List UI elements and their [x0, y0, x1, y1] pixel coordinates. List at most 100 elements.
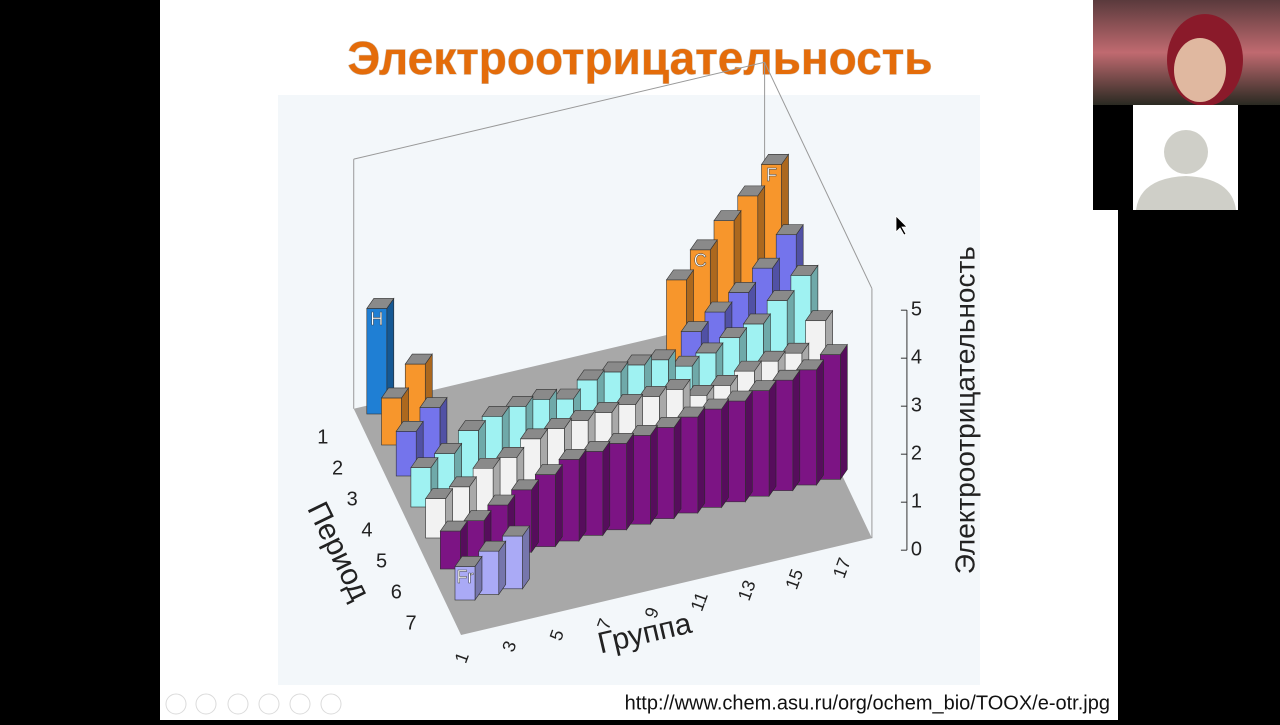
bar-top	[605, 433, 635, 444]
bar-top	[463, 510, 492, 521]
bar	[629, 424, 658, 526]
bar-shade	[602, 441, 610, 536]
bar-top	[576, 369, 605, 381]
bar-top	[457, 420, 486, 431]
bar-top	[737, 185, 766, 197]
bar-top	[733, 360, 762, 372]
bar	[819, 343, 848, 481]
bar	[366, 297, 395, 415]
pen-button[interactable]	[227, 693, 249, 715]
bar-top	[629, 425, 658, 436]
bar-top	[487, 494, 516, 506]
period-label: 6	[391, 581, 402, 603]
z-tick-label: 1	[911, 490, 922, 512]
bar-top	[710, 375, 739, 386]
bar-top	[751, 257, 781, 269]
bar-top	[647, 349, 676, 361]
bar-top	[680, 321, 709, 332]
bar	[478, 540, 507, 596]
bar-top	[695, 342, 724, 354]
bar	[653, 416, 682, 520]
bar-top	[686, 384, 715, 396]
bar-top	[662, 379, 691, 390]
bar-shade	[531, 479, 539, 553]
bar	[677, 406, 706, 514]
period-label: 7	[405, 612, 416, 634]
bar-top	[713, 210, 742, 221]
bar-top	[600, 361, 629, 373]
bar-top	[404, 353, 433, 365]
bar-top	[582, 441, 611, 452]
bar-top	[380, 387, 410, 399]
z-tick-label: 5	[911, 298, 922, 320]
bar-top	[410, 457, 439, 468]
bar-top	[505, 396, 534, 407]
bar-top	[591, 402, 620, 413]
bar-shade	[579, 449, 587, 541]
bar-top	[439, 520, 468, 532]
bar-top	[481, 405, 510, 417]
bar-shade	[386, 298, 394, 414]
slides-button[interactable]	[258, 693, 280, 715]
bar-top	[719, 327, 748, 339]
bar-shade	[674, 417, 682, 519]
next-button[interactable]	[195, 693, 217, 715]
bar-top	[529, 389, 558, 400]
bar-shade	[721, 399, 729, 508]
bar-shade	[650, 425, 658, 525]
period-label: 4	[361, 519, 372, 541]
bar-shade	[498, 541, 506, 595]
period-label: 1	[317, 426, 328, 448]
bar-top	[472, 457, 501, 469]
bar-shade	[555, 464, 563, 547]
bar-top	[700, 398, 730, 410]
bar-shade	[697, 407, 705, 513]
bar-top	[671, 355, 700, 367]
bar-top	[567, 410, 596, 421]
bar	[700, 398, 730, 509]
bar	[748, 379, 777, 498]
bar-top	[748, 380, 777, 391]
bar-top	[772, 369, 801, 381]
bar-top	[781, 342, 810, 354]
avatar-body	[1136, 176, 1236, 210]
bar-top	[704, 301, 733, 313]
bar-annotation: H	[370, 309, 383, 329]
zoom-button[interactable]	[289, 693, 311, 715]
prev-button[interactable]	[165, 693, 187, 715]
bar-top	[543, 418, 572, 429]
bar-top	[757, 350, 786, 362]
bar-shade	[522, 526, 530, 589]
bar	[795, 358, 825, 486]
bar-top	[520, 428, 549, 440]
z-tick-label: 0	[911, 538, 922, 560]
bar-shade	[816, 359, 824, 485]
bar	[605, 432, 635, 531]
z-tick-label: 4	[911, 346, 922, 368]
bar	[534, 463, 563, 548]
bar-top	[790, 265, 819, 276]
bar-top	[819, 344, 848, 355]
webcam-face	[1174, 38, 1226, 102]
bar-top	[501, 525, 531, 537]
bar-top	[728, 282, 757, 293]
bar-top	[366, 298, 395, 309]
more-button[interactable]	[320, 693, 342, 715]
bar-top	[760, 154, 790, 165]
avatar-head	[1164, 130, 1208, 174]
bar-shade	[626, 433, 634, 530]
bar-top	[689, 239, 718, 251]
bar-shade	[769, 380, 777, 497]
bar-top	[534, 464, 563, 475]
bar-top	[615, 394, 644, 405]
bar-top	[434, 443, 463, 454]
bar-top	[395, 421, 424, 432]
z-tick-label: 3	[911, 394, 922, 416]
bar-top	[448, 476, 477, 488]
bar-top	[677, 406, 706, 418]
bar-top	[478, 540, 507, 552]
bar	[582, 440, 611, 537]
bar-top	[496, 447, 525, 458]
bar-shade	[792, 370, 800, 491]
